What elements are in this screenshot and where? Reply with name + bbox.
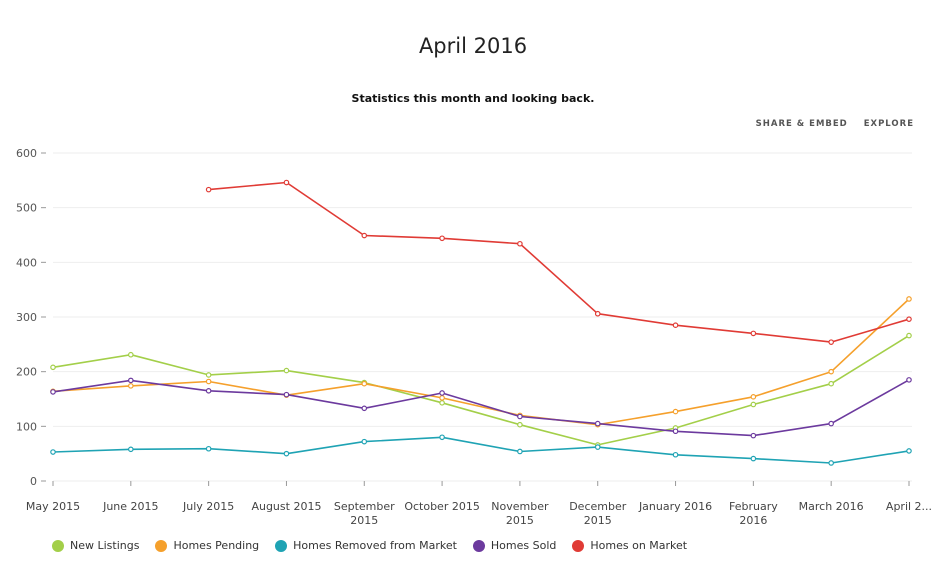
data-point	[205, 387, 212, 394]
legend-swatch	[472, 539, 485, 552]
chart-actions: SHARE & EMBED EXPLORE	[744, 119, 914, 129]
legend-label: Homes on Market	[590, 539, 688, 552]
legend-swatch	[155, 539, 168, 552]
series-line	[208, 181, 910, 343]
series-line	[52, 334, 910, 446]
y-tick-label: 300	[16, 311, 37, 324]
x-tick-label: October 2015	[404, 500, 480, 513]
legend-item[interactable]: Homes Pending	[155, 539, 259, 552]
x-tick-label: February 2016	[729, 500, 778, 527]
legend-item[interactable]: Homes on Market	[572, 539, 687, 552]
data-point	[906, 332, 912, 339]
legend-label: New Listings	[70, 539, 140, 552]
data-point	[128, 351, 134, 358]
x-tick-label: March 2016	[799, 500, 864, 513]
data-point	[205, 186, 212, 193]
legend-item[interactable]: Homes Sold	[472, 539, 557, 552]
data-point	[361, 438, 368, 445]
x-tick-label: November 2015	[491, 500, 549, 527]
data-point	[828, 460, 834, 466]
data-point	[205, 378, 212, 385]
data-point	[750, 330, 757, 337]
x-tick-label: May 2015	[26, 500, 80, 513]
data-point	[128, 446, 134, 453]
data-point	[672, 322, 679, 329]
data-point	[361, 405, 368, 412]
data-point	[594, 310, 601, 317]
y-tick-label: 200	[16, 366, 37, 379]
data-point	[283, 450, 290, 457]
data-point	[828, 420, 834, 427]
data-point	[50, 389, 56, 395]
data-point	[439, 434, 445, 441]
data-point	[906, 377, 912, 383]
data-point	[128, 377, 134, 384]
data-point	[517, 413, 523, 420]
data-point	[517, 448, 523, 455]
data-point	[439, 400, 445, 406]
data-point	[906, 296, 912, 302]
data-point	[828, 339, 834, 345]
x-tick-label: April 2...	[886, 500, 932, 513]
y-tick-label: 400	[16, 256, 37, 269]
data-point	[361, 232, 368, 239]
data-point	[672, 428, 679, 435]
data-point	[672, 451, 679, 458]
y-tick-label: 500	[16, 202, 37, 215]
data-point	[594, 420, 601, 427]
data-point	[439, 395, 445, 401]
share-embed-link[interactable]: SHARE & EMBED	[755, 119, 848, 129]
legend-label: Homes Sold	[490, 539, 557, 552]
y-tick-label: 0	[30, 475, 37, 488]
legend-item[interactable]: New Listings	[52, 539, 139, 552]
y-tick-label: 100	[16, 420, 37, 433]
data-point	[906, 316, 912, 322]
legend-swatch	[52, 539, 64, 552]
legend-swatch	[572, 539, 585, 552]
data-point	[517, 421, 523, 428]
y-tick-label: 600	[16, 147, 37, 160]
series-line	[52, 298, 910, 426]
data-point	[283, 367, 290, 374]
x-tick-label: September 2015	[334, 500, 395, 527]
x-tick-label: January 2016	[638, 500, 712, 513]
data-point	[50, 449, 56, 455]
chart-title: April 2016	[418, 34, 528, 58]
data-point	[517, 240, 523, 247]
data-point	[750, 401, 757, 408]
series-line	[52, 379, 910, 437]
data-point	[283, 391, 290, 398]
chart-legend: New Listings Homes Pending Homes Removed f…	[52, 539, 687, 552]
data-point	[672, 408, 679, 415]
legend-item[interactable]: Homes Removed from Market	[275, 539, 457, 552]
x-tick-label: December 2015	[569, 500, 627, 527]
x-tick-label: July 2015	[182, 500, 234, 513]
data-point	[361, 380, 368, 387]
x-tick-label: August 2015	[251, 500, 321, 513]
data-point	[750, 394, 757, 400]
data-point	[205, 445, 212, 452]
legend-label: Homes Pending	[173, 539, 260, 552]
chart-subtitle: Statistics this month and looking back.	[351, 92, 595, 105]
explore-link[interactable]: EXPLORE	[863, 119, 914, 129]
x-tick-label: June 2015	[102, 500, 158, 513]
data-point	[750, 432, 757, 439]
data-point	[205, 372, 212, 378]
data-point	[283, 179, 290, 186]
data-point	[439, 390, 445, 396]
data-point	[906, 448, 912, 454]
data-point	[828, 368, 834, 375]
legend-label: Homes Removed from Market	[293, 539, 457, 552]
data-point	[50, 364, 56, 371]
data-point	[750, 455, 757, 462]
data-point	[128, 383, 134, 389]
series-line	[52, 436, 910, 464]
data-point	[439, 235, 445, 242]
data-point	[594, 444, 601, 450]
legend-swatch	[275, 539, 288, 552]
data-point	[828, 380, 834, 387]
